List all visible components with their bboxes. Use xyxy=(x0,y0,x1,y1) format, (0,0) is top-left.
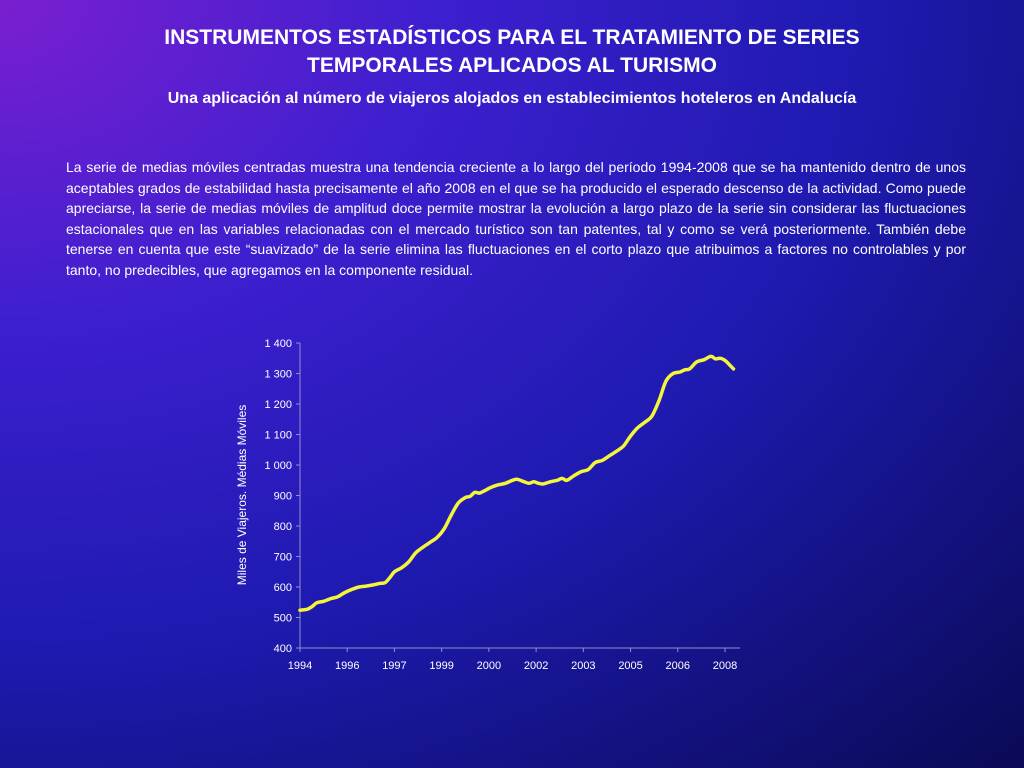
x-tick-label: 2006 xyxy=(666,660,690,672)
y-tick-label: 700 xyxy=(274,552,292,564)
y-tick-label: 1 400 xyxy=(264,338,292,350)
y-axis-label: Miles de Viajeros. Médias Móviles xyxy=(235,405,249,586)
y-axis-ticks: 400 500 600 700 800 900 1 000 1 100 1 200 1 300 1 … xyxy=(264,338,300,655)
x-tick-label: 2003 xyxy=(571,660,595,672)
moving-average-chart: 400 500 600 700 800 900 1 000 1 100 1 200 1 300 1 … xyxy=(235,338,740,672)
x-axis-ticks: 1994 1996 1997 1999 2000 2002 2003 2005 2006 2008 xyxy=(288,648,737,672)
title-line-2: TEMPORALES APLICADOS AL TURISMO xyxy=(307,54,717,77)
y-tick-label: 1 100 xyxy=(264,430,292,442)
y-tick-label: 400 xyxy=(274,643,292,655)
y-tick-label: 500 xyxy=(274,613,292,625)
y-tick-label: 1 200 xyxy=(264,399,292,411)
x-tick-label: 1994 xyxy=(288,660,312,672)
x-tick-label: 2000 xyxy=(477,660,501,672)
y-tick-label: 1 000 xyxy=(264,460,292,472)
x-tick-label: 2005 xyxy=(618,660,642,672)
y-tick-label: 800 xyxy=(274,521,292,533)
x-tick-label: 1999 xyxy=(429,660,453,672)
description-paragraph: La serie de medias móviles centradas mue… xyxy=(66,159,966,278)
x-tick-label: 2008 xyxy=(713,660,737,672)
series-line xyxy=(298,354,736,612)
x-tick-label: 2002 xyxy=(524,660,548,672)
y-tick-label: 600 xyxy=(274,582,292,594)
slide-title: INSTRUMENTOS ESTADÍSTICOS PARA EL TRATAM… xyxy=(0,24,1024,80)
x-tick-label: 1997 xyxy=(382,660,406,672)
y-tick-label: 900 xyxy=(274,491,292,503)
title-line-1: INSTRUMENTOS ESTADÍSTICOS PARA EL TRATAM… xyxy=(164,26,860,49)
y-tick-label: 1 300 xyxy=(264,369,292,381)
x-tick-label: 1996 xyxy=(335,660,359,672)
slide-subtitle: Una aplicación al número de viajeros alo… xyxy=(167,90,857,107)
